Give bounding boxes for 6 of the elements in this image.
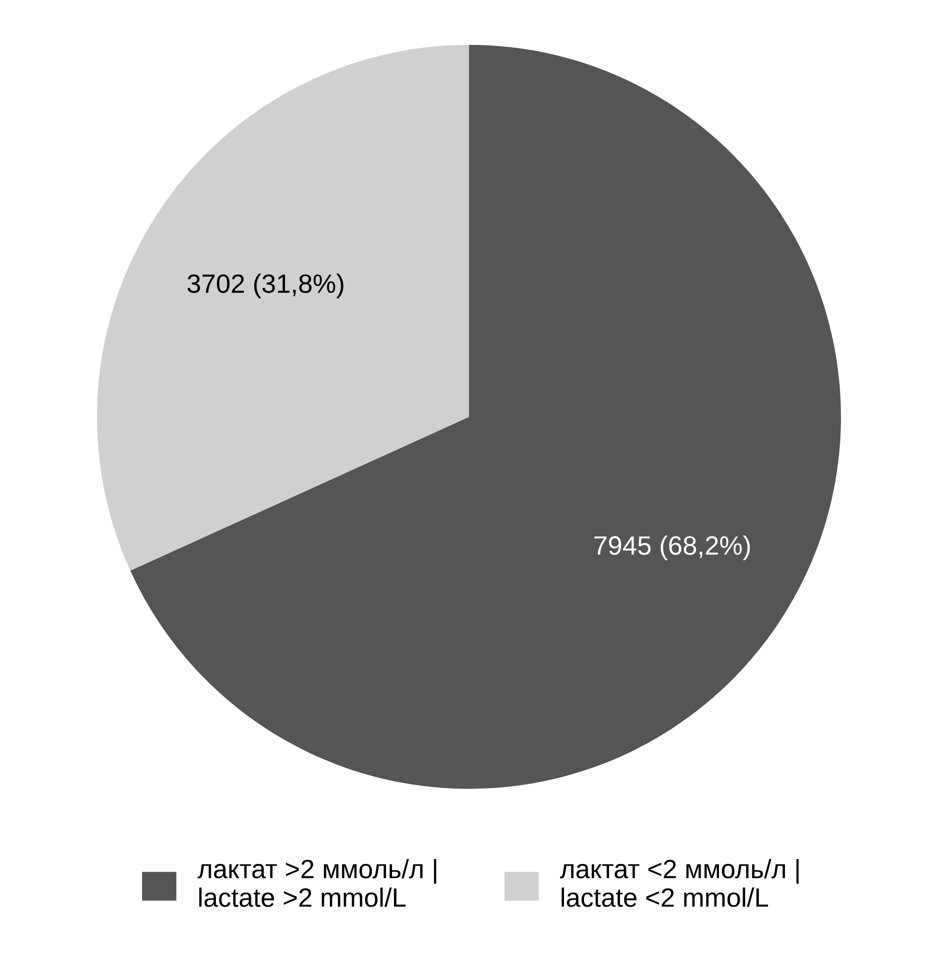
pie-slice <box>130 44 841 789</box>
legend-label: лактат <2 ммоль/л | lactate <2 mmol/L <box>560 859 799 907</box>
data-label: 7945 (68,2%) <box>594 535 750 560</box>
pie-slice <box>97 44 469 571</box>
legend-label: лактат >2 ммоль/л | lactate >2 mmol/L <box>198 859 436 907</box>
data-label: 3702 (31,8%) <box>188 274 344 298</box>
